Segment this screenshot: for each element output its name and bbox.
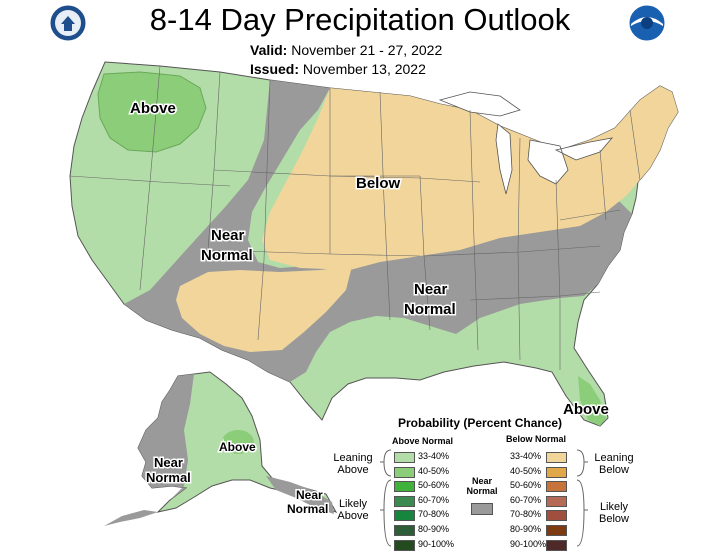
florida-above-region: [578, 376, 606, 426]
legend-above-header: Above Normal: [392, 436, 454, 446]
valid-value: November 21 - 27, 2022: [291, 42, 443, 58]
legend-above-row-swatch: [394, 540, 415, 551]
below-normal-region: [262, 86, 678, 270]
issued-line: Issued: November 13, 2022: [250, 61, 426, 77]
legend-above-row-label: 80-90%: [418, 524, 450, 534]
legend-below-row-label: 40-50%: [510, 466, 542, 476]
aleutian-gray: [104, 510, 158, 526]
legend-below-row-swatch: [546, 481, 567, 492]
legend-above-row-swatch: [394, 452, 415, 463]
page-title: 8-14 Day Precipitation Outlook: [149, 2, 571, 37]
legend-below-header: Below Normal: [506, 434, 567, 444]
legend-below-row-swatch: [546, 525, 567, 536]
label-near-normal-ak-2: Normal: [146, 470, 191, 485]
legend-below-row-label: 70-80%: [510, 509, 542, 519]
legend-above-row-swatch: [394, 496, 415, 507]
legend-above-row-label: 40-50%: [418, 466, 450, 476]
legend-below-row-label: 50-60%: [510, 480, 542, 490]
legend-likely-below: Likely Below: [599, 501, 629, 525]
great-lakes: [438, 91, 614, 195]
legend-below-row-swatch: [546, 467, 567, 478]
alaska-panhandle-gray: [266, 476, 334, 514]
legend-above-row-swatch: [394, 481, 415, 492]
legend-above-row-swatch: [394, 525, 415, 536]
legend-above-row-label: 50-60%: [418, 480, 450, 490]
legend-above-row-label: 90-100%: [418, 539, 455, 549]
legend-below-row-label: 80-90%: [510, 524, 542, 534]
label-near-normal-west-1: Near: [211, 227, 245, 244]
legend-leaning-below: Leaning Below: [594, 452, 634, 476]
legend-below-row-label: 33-40%: [510, 451, 542, 461]
issued-value: November 13, 2022: [302, 61, 426, 77]
legend-above-row-label: 70-80%: [418, 509, 450, 519]
label-below: Below: [356, 175, 401, 192]
legend-above-row-label: 60-70%: [418, 495, 450, 505]
legend-leaning-above: Leaning Above: [333, 452, 373, 476]
legend-title: Probability (Percent Chance): [398, 416, 563, 430]
legend-below-row-swatch: [546, 510, 567, 521]
label-above-ak: Above: [219, 440, 256, 454]
label-near-normal-south-2: Normal: [404, 301, 456, 318]
label-near-normal-aleut-2: Normal: [287, 502, 328, 516]
label-above-fl: Above: [563, 401, 609, 418]
label-above-nw: Above: [130, 100, 176, 117]
below-sw-region: [176, 266, 352, 352]
label-near-normal-south-1: Near: [414, 281, 448, 298]
above-nw-region: [97, 71, 207, 153]
alaska-above-region: [222, 430, 254, 454]
legend-below-row-swatch: [546, 452, 567, 463]
noaa-logo-icon: [628, 4, 666, 42]
legend-below-row-label: 90-100%: [510, 539, 547, 549]
legend-near-normal-swatch: [471, 503, 493, 515]
legend-near-normal-label: Near Normal: [464, 476, 500, 496]
issued-label: Issued:: [250, 61, 300, 77]
label-near-normal-aleut-1: Near: [296, 488, 323, 502]
label-near-normal-ak-1: Near: [154, 455, 183, 470]
legend-near-label: Near: [471, 476, 492, 486]
legend-bracket-above: [380, 449, 392, 547]
valid-line: Valid: November 21 - 27, 2022: [250, 42, 442, 58]
legend-below-row-swatch: [546, 540, 567, 551]
alaska-near-normal-region: [138, 374, 194, 512]
legend-above-row-swatch: [394, 510, 415, 521]
state-lines: [69, 65, 641, 370]
legend-above-row-swatch: [394, 467, 415, 478]
legend-bracket-below: [576, 449, 588, 547]
legend-below-row-swatch: [546, 496, 567, 507]
legend-above-row-label: 33-40%: [418, 451, 450, 461]
doc-seal-icon: [49, 4, 87, 42]
legend-below-row-label: 60-70%: [510, 495, 542, 505]
legend-normal-label: Normal: [466, 486, 498, 496]
label-near-normal-west-2: Normal: [201, 247, 253, 264]
valid-label: Valid:: [250, 42, 288, 58]
legend-likely-above: Likely Above: [337, 498, 369, 522]
